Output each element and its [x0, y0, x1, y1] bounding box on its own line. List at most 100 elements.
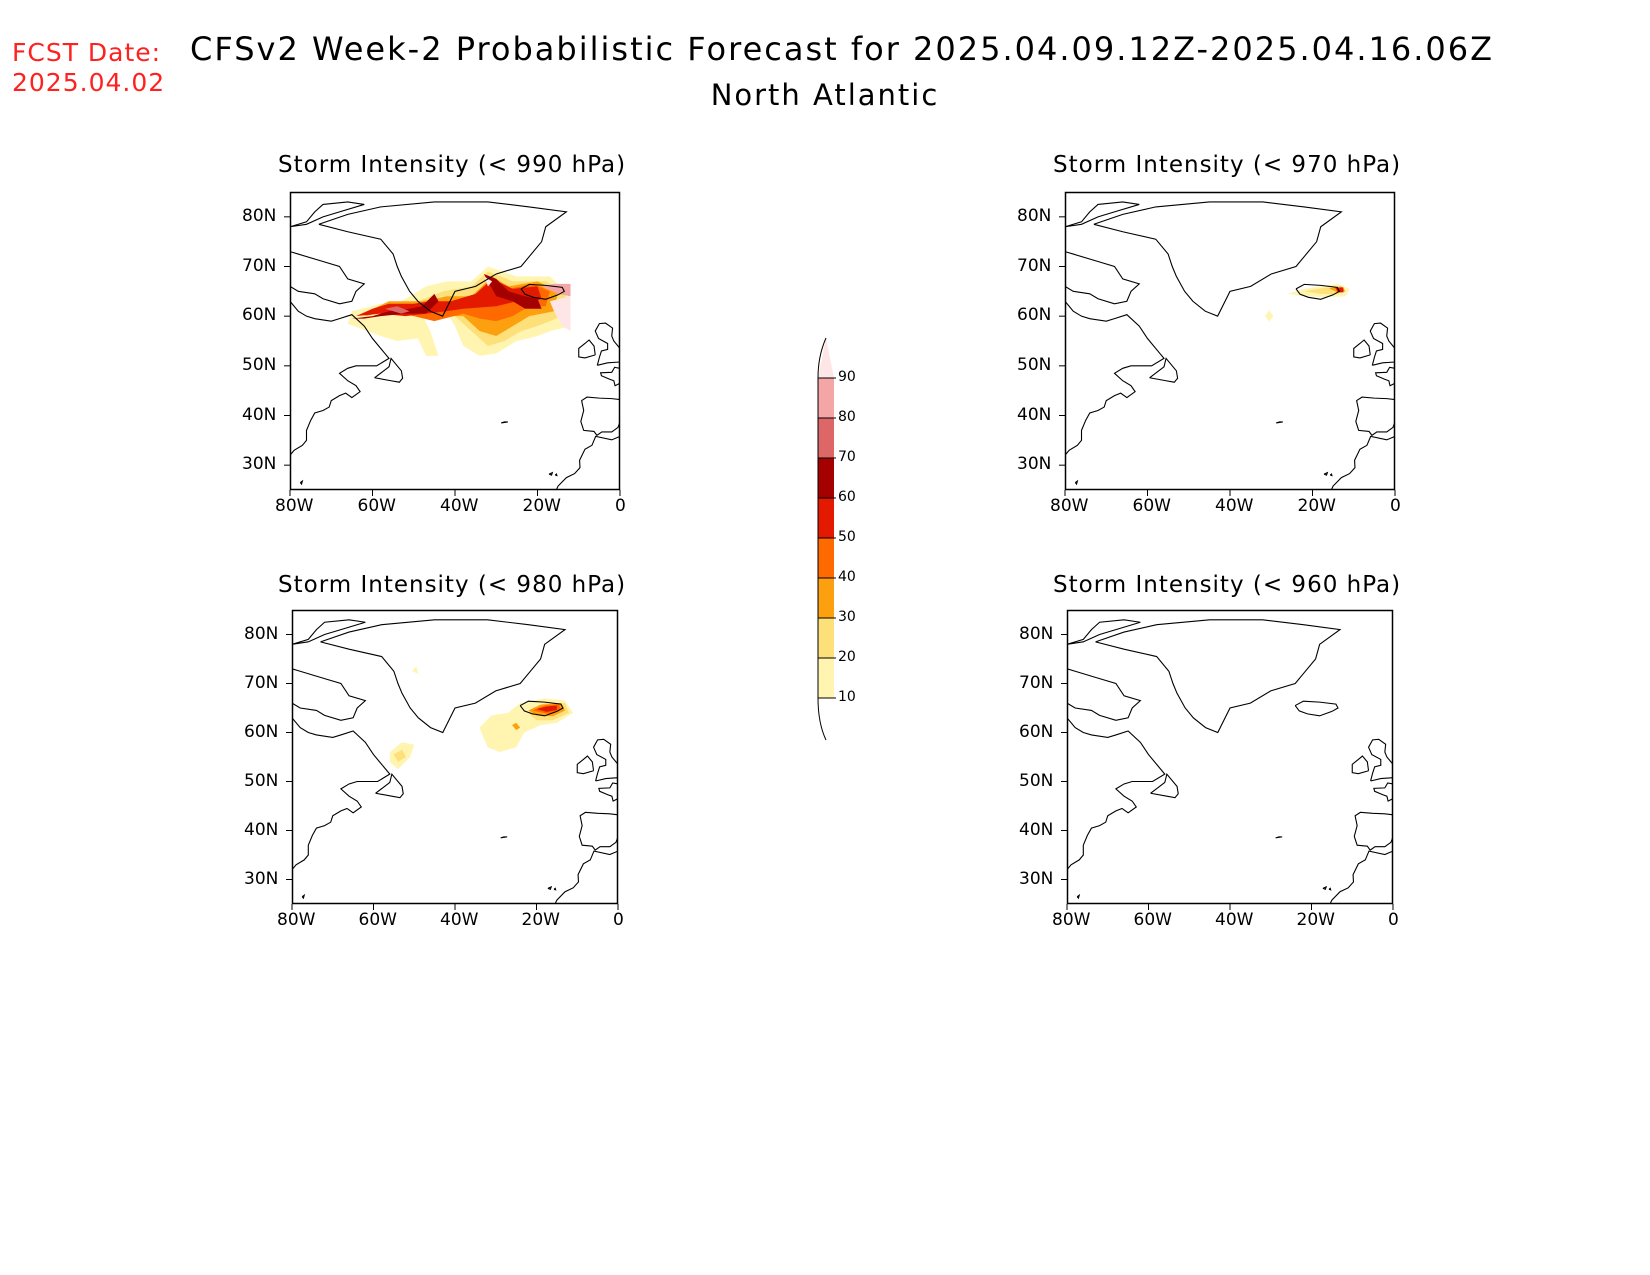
map-frame [291, 609, 619, 905]
probability-area-4 [1335, 287, 1344, 293]
lat-label: 30N [1017, 454, 1052, 475]
lat-label: 60N [1017, 305, 1052, 326]
coastline-ireland [576, 755, 595, 775]
coastline-bahamas [301, 893, 306, 900]
coastline-azores [500, 836, 508, 839]
lat-label: 40N [244, 819, 279, 840]
colorbar-cap-top [818, 338, 834, 378]
page-subtitle: North Atlantic [710, 78, 940, 112]
lat-label: 50N [242, 354, 277, 375]
coastline-britain [592, 738, 618, 782]
lon-label: 40W [1215, 496, 1254, 516]
map-content [290, 201, 620, 490]
coastline-iberia [1355, 396, 1395, 437]
lat-label: 80N [1019, 623, 1054, 644]
probability-area-11 [483, 276, 493, 287]
colorbar-label: 90 [838, 369, 856, 385]
probability-area-8 [384, 306, 410, 314]
probability-area-7 [536, 705, 557, 712]
colorbar-label: 20 [838, 649, 856, 665]
coastline-iceland [1294, 700, 1339, 717]
coastline-bahamas [1074, 479, 1079, 486]
lon-label: 40W [1215, 910, 1254, 930]
lon-label: 60W [1133, 910, 1172, 930]
lon-label: 20W [522, 496, 561, 516]
coastline-france [599, 366, 620, 387]
colorbar-box [818, 538, 834, 578]
map-panel-960 [1061, 609, 1394, 910]
coastline-ellesmere [1065, 201, 1140, 228]
coastline-ireland [578, 339, 596, 359]
map-frame [289, 191, 621, 491]
probability-area-8 [512, 722, 521, 731]
coastline-ellesmere [292, 619, 366, 645]
lon-label: 60W [357, 496, 396, 516]
coastline-ellesmere [290, 201, 365, 228]
coastline-baffin [290, 251, 366, 305]
lat-label: 30N [244, 868, 279, 889]
lon-label: 20W [1297, 496, 1336, 516]
coastline-canaries2 [548, 471, 554, 476]
coastline-newfoundland [374, 357, 404, 383]
probability-area-4 [393, 749, 407, 762]
lon-label: 80W [1052, 910, 1091, 930]
lon-label: 0 [1390, 496, 1401, 516]
coastline-labrador [292, 717, 391, 871]
lat-label: 60N [244, 721, 279, 742]
coastline-baffin [1067, 668, 1142, 721]
colorbar-label: 40 [838, 569, 856, 585]
lon-label: 60W [358, 910, 397, 930]
coastline-africa [1329, 850, 1393, 904]
probability-area-10 [549, 296, 571, 332]
lat-label: 50N [244, 770, 279, 791]
lat-label: 50N [1017, 354, 1052, 375]
lat-label: 70N [242, 255, 277, 276]
coastline-newfoundland [1149, 357, 1179, 383]
colorbar-label: 80 [838, 409, 856, 425]
colorbar-label: 30 [838, 609, 856, 625]
colorbar-label: 10 [838, 689, 856, 705]
lon-label: 80W [277, 910, 316, 930]
coastline-britain [594, 322, 620, 366]
colorbar-box [818, 618, 834, 658]
probability-area-9 [541, 283, 571, 297]
colorbar-label: 50 [838, 529, 856, 545]
lat-label: 80N [244, 623, 279, 644]
coastline-britain [1367, 738, 1393, 782]
panel-title-980: Storm Intensity (< 980 hPa) [278, 572, 627, 598]
lat-label: 40N [1017, 404, 1052, 425]
lon-label: 20W [1296, 910, 1335, 930]
coastline-canaries [1329, 473, 1333, 477]
coastline-france [598, 782, 618, 802]
coastline-canaries [1328, 887, 1332, 891]
lon-label: 20W [521, 910, 560, 930]
lon-label: 80W [275, 496, 314, 516]
probability-area-6 [351, 293, 439, 319]
probability-area-9 [412, 666, 419, 674]
colorbar-box [818, 378, 834, 418]
map-content [292, 619, 618, 904]
lon-label: 0 [613, 910, 624, 930]
coastline-greenland [318, 201, 568, 317]
map-frame [1066, 609, 1394, 905]
coastline-africa [554, 850, 618, 904]
page-title: CFSv2 Week-2 Probabilistic Forecast for … [190, 30, 1495, 68]
coastline-africa [555, 435, 620, 490]
coastline-labrador [1067, 717, 1166, 871]
colorbar [817, 337, 836, 741]
lon-label: 40W [440, 910, 479, 930]
lat-label: 60N [1019, 721, 1054, 742]
coastline-iceland [520, 283, 566, 300]
coastline-greenland [1095, 619, 1342, 734]
coastline-ireland [1353, 339, 1371, 359]
lat-label: 70N [1017, 255, 1052, 276]
lat-label: 30N [242, 454, 277, 475]
map-panel-970 [1059, 191, 1396, 496]
colorbar-label: 60 [838, 489, 856, 505]
lon-label: 0 [615, 496, 626, 516]
map-panel-990 [284, 191, 621, 496]
coastline-azores [1276, 421, 1283, 424]
coastline-canaries [553, 887, 557, 891]
probability-area-7 [483, 273, 542, 309]
forecast-date-label: FCST Date: [12, 38, 162, 67]
